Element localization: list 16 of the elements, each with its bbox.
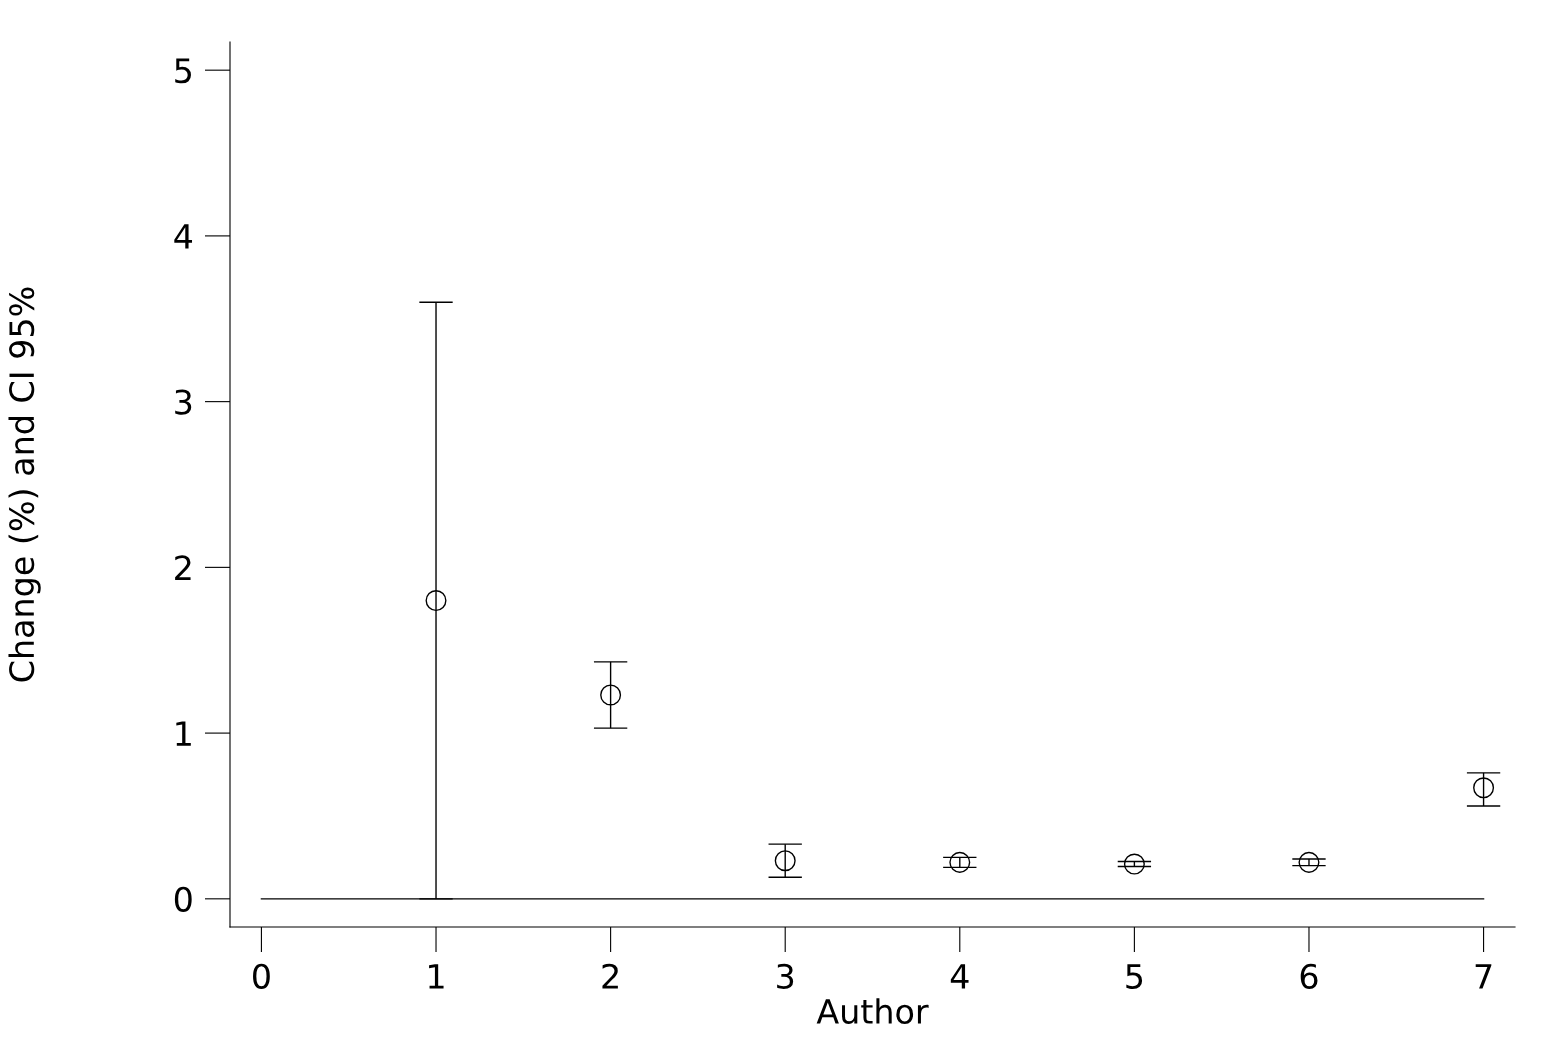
x-tick-label: 2 xyxy=(602,963,618,989)
y-tick-label: 0 xyxy=(174,886,192,912)
x-tick-label: 6 xyxy=(1300,963,1318,989)
y-tick-label: 3 xyxy=(175,389,192,415)
y-tick-label: 5 xyxy=(175,58,191,84)
y-tick-label: 1 xyxy=(176,721,191,746)
x-tick-label: 3 xyxy=(777,963,794,989)
x-tick-label: 5 xyxy=(1126,964,1143,989)
x-axis-title: Author xyxy=(816,998,929,1024)
x-tick-label: 4 xyxy=(950,964,969,989)
x-tick-label: 1 xyxy=(429,964,444,989)
y-tick-label: 2 xyxy=(175,555,191,581)
y-axis-title: Change (%) and CI 95% xyxy=(8,287,41,682)
x-tick-label: 7 xyxy=(1475,964,1492,989)
x-tick-label: 0 xyxy=(253,963,270,989)
y-tick-label: 4 xyxy=(174,224,193,249)
